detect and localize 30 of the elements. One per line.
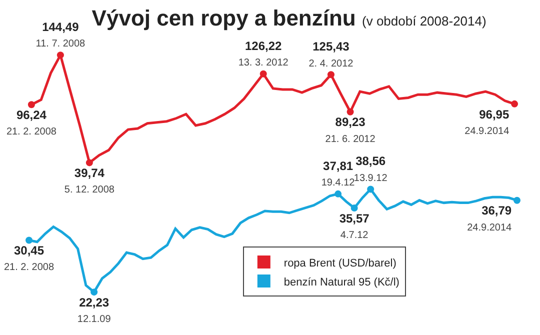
data-label: 126,22 13. 3. 2012 — [238, 38, 289, 68]
point — [327, 71, 334, 78]
data-label: 37,81 19.4.12 — [321, 158, 356, 189]
data-label: 22,23 12.1.09 — [77, 295, 112, 326]
point — [26, 236, 33, 244]
data-label: 89,23 21. 6. 2012 — [325, 115, 376, 145]
point — [334, 190, 342, 198]
data-label: 30,45 21. 2. 2008 — [4, 244, 54, 274]
point — [56, 52, 64, 59]
point — [86, 159, 93, 166]
point — [350, 204, 358, 212]
data-label: 35,57 4.7.12 — [339, 211, 370, 242]
data-label: 125,43 2. 4. 2012 — [308, 40, 354, 70]
data-label: 38,56 13.9.12 — [354, 154, 388, 184]
legend-label: benzín Natural 95 (Kč/l) — [284, 276, 400, 288]
point — [90, 288, 98, 296]
data-label: 36,79 24.9.2014 — [467, 204, 512, 234]
point — [367, 186, 374, 193]
chart-subtitle: (v období 2008-2014) — [362, 13, 486, 28]
point — [511, 100, 518, 108]
point — [260, 70, 267, 78]
point — [513, 196, 520, 204]
chart-title: Vývoj cen ropy a benzínu — [92, 5, 356, 30]
data-label: 39,74 5. 12. 2008 — [64, 166, 115, 196]
data-label: 144,49 11. 7. 2008 — [36, 20, 86, 50]
point — [28, 101, 35, 108]
data-label: 96,95 24.9.2014 — [464, 107, 510, 137]
legend-label: ropa Brent (USD/barel) — [284, 257, 396, 270]
data-label: 96,24 21. 2. 2008 — [6, 108, 57, 138]
point — [346, 108, 354, 116]
